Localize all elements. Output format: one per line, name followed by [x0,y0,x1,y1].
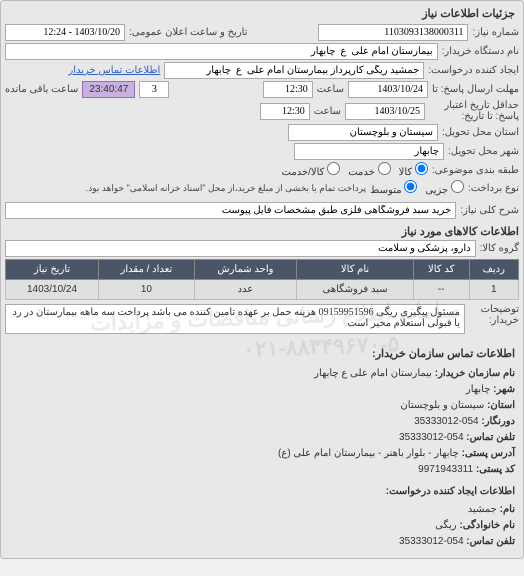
cell-code: -- [413,280,469,300]
radio-jozi[interactable]: جزیی [425,180,464,196]
buyer-org-input[interactable] [5,43,438,60]
cell-row: 1 [469,280,518,300]
radio-motevaset-input[interactable] [404,180,417,193]
contact-link[interactable]: اطلاعات تماس خریدار [68,65,160,76]
radio-khadamat[interactable]: خدمت [348,162,390,178]
remain-days-input [139,81,169,98]
desc-label: شرح کلی نیاز: [460,205,519,216]
col-qty: تعداد / مقدار [99,260,195,280]
radio-khadamat-input[interactable] [378,162,391,175]
cprov-v: سیستان و بلوچستان [400,400,484,411]
payment-radio-group: جزیی متوسط [370,180,464,196]
group-input[interactable] [5,240,476,257]
col-name: نام کالا [297,260,414,280]
postcode-v: 9971943311 [418,464,473,475]
creator-label: ایجاد کننده درخواست: [428,65,519,76]
radio-kala-input[interactable] [415,162,428,175]
org-k: نام سازمان خریدار: [435,368,515,379]
cell-date: 1403/10/24 [6,280,99,300]
deadline-date-input[interactable] [348,81,428,98]
province-label: استان محل تحویل: [442,127,519,138]
contact-info-block: اطلاعات تماس سازمان خریدار: نام سازمان خ… [5,336,519,554]
ccity-v: چابهار [466,384,491,395]
name-v: جمشید [468,504,497,515]
table-row[interactable]: 1 -- سبد فروشگاهی عدد 10 1403/10/24 [6,280,519,300]
countdown-box: 23:40:47 [82,81,135,98]
category-label: طبقه بندی موضوعی: [432,165,519,176]
request-no-input[interactable] [318,24,468,41]
family-k: نام خانوادگی: [459,520,515,531]
cphone-v: 054-35333012 [399,536,464,547]
time-label-2: ساعت [314,106,341,117]
cell-unit: عدد [194,280,296,300]
col-code: کد کالا [413,260,469,280]
datetime-input[interactable] [5,24,125,41]
buyer-note-text: مسئول پیگیری ریگی 09159951596 هزینه حمل … [5,304,465,334]
remain-text: ساعت باقی مانده [5,84,78,95]
col-row: ردیف [469,260,518,280]
deadline-time-input[interactable] [263,81,313,98]
buyer-note-label: توضیحات خریدار: [469,304,519,326]
radio-kala[interactable]: کالا [399,162,428,178]
radio-kk-input[interactable] [327,162,340,175]
cphone-k: تلفن تماس: [466,536,515,547]
creator-input[interactable] [164,62,424,79]
time-label-1: ساعت [317,84,344,95]
col-unit: واحد شمارش [194,260,296,280]
validity-date-input[interactable] [345,103,425,120]
buyer-org-label: نام دستگاه خریدار: [442,46,519,57]
goods-table: ردیف کد کالا نام کالا واحد شمارش تعداد /… [5,259,519,300]
deadline-label: مهلت ارسال پاسخ: تا [432,84,519,95]
goods-section-title: اطلاعات کالاهای مورد نیاز [5,225,519,238]
col-date: تاریخ نیاز [6,260,99,280]
contact-title: اطلاعات تماس سازمان خریدار: [9,346,515,364]
category-radio-group: کالا خدمت کالا/خدمت [282,162,428,178]
fax-k: دورنگار: [481,416,515,427]
cprov-k: استان: [487,400,515,411]
fax-v: 054-35333012 [414,416,479,427]
org-v: بیمارستان امام علی ع چابهار [314,368,432,379]
cell-name: سبد فروشگاهی [297,280,414,300]
radio-jozi-input[interactable] [451,180,464,193]
city-input[interactable] [294,143,444,160]
ccity-k: شهر: [493,384,515,395]
creator-section-title: اطلاعات ایجاد کننده درخواست: [9,484,515,500]
family-v: ریگی [435,520,456,531]
phone-k: تلفن تماس: [466,432,515,443]
city-label: شهر محل تحویل: [448,146,519,157]
postcode-k: کد پستی: [476,464,515,475]
radio-motevaset[interactable]: متوسط [370,180,417,196]
payment-note: پرداخت تمام یا بخشی از مبلغ خرید،از محل … [86,183,366,194]
table-header-row: ردیف کد کالا نام کالا واحد شمارش تعداد /… [6,260,519,280]
name-k: نام: [500,504,515,515]
group-label: گروه کالا: [480,243,519,254]
main-panel: جزئیات اطلاعات نیاز شماره نیاز: تاریخ و … [0,0,524,559]
radio-kala-khadamat[interactable]: کالا/خدمت [282,162,341,178]
phone-v: 054-35333012 [399,432,464,443]
validity-label: حداقل تاریخ اعتبار پاسخ: تا تاریخ: [429,100,519,122]
request-no-label: شماره نیاز: [472,27,519,38]
desc-input[interactable] [5,202,456,219]
panel-title: جزئیات اطلاعات نیاز [5,5,519,22]
province-input[interactable] [288,124,438,141]
postal-k: آدرس پستی: [462,448,515,459]
cell-qty: 10 [99,280,195,300]
payment-label: نوع برداخت: [468,183,519,194]
datetime-label: تاریخ و ساعت اعلان عمومی: [129,27,248,38]
postal-v: چابهار - بلوار باهنر - بیمارستان امام عل… [278,448,459,459]
validity-time-input[interactable] [260,103,310,120]
